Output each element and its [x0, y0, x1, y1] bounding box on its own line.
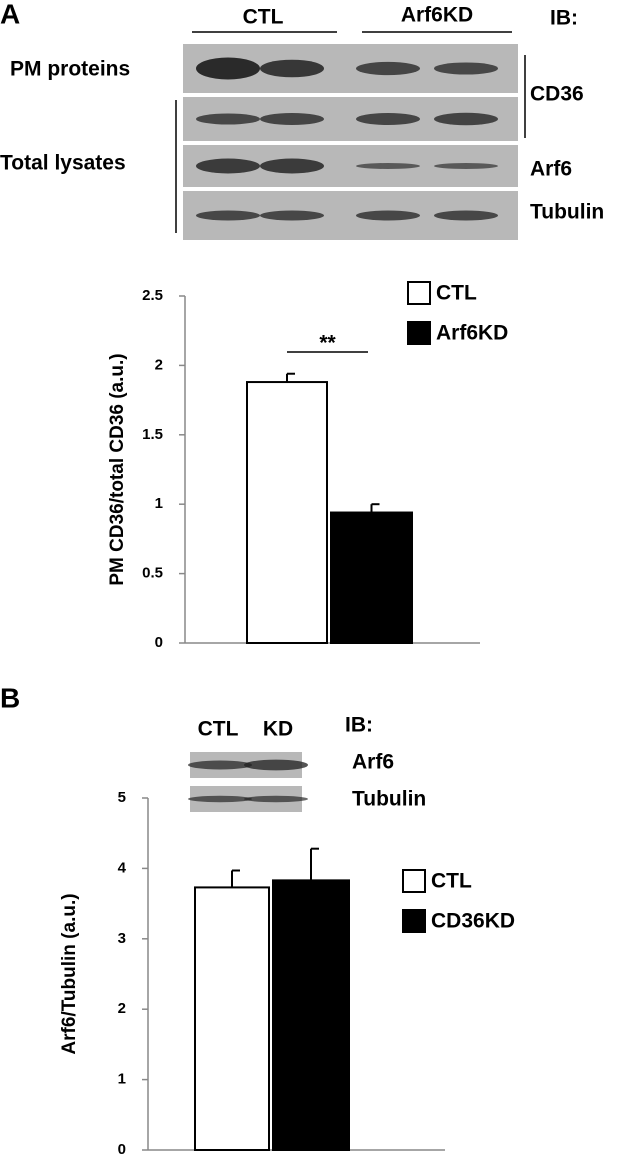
legend-swatch	[402, 909, 426, 933]
legend-label: CTL	[436, 282, 477, 305]
bar	[272, 879, 350, 1151]
blot-band	[244, 795, 308, 803]
blot-band	[356, 210, 420, 221]
blot-band	[434, 210, 498, 221]
row-label: PM proteins	[10, 58, 130, 81]
blot-band	[196, 158, 260, 174]
significance-label: **	[319, 332, 336, 355]
antibody-label: Arf6	[530, 158, 572, 181]
antibody-label: Arf6	[352, 751, 394, 774]
blot-band	[260, 59, 324, 78]
y-axis-label: Arf6/Tubulin (a.u.)	[59, 893, 80, 1054]
blot-band	[244, 759, 308, 771]
y-tick-label: 3	[118, 930, 126, 947]
y-tick-label: 1	[118, 1071, 126, 1088]
blot-band	[434, 163, 498, 169]
ib-label: IB:	[550, 7, 578, 30]
bar	[246, 381, 328, 644]
y-tick-label: 4	[118, 859, 127, 876]
ib-label: IB:	[345, 714, 373, 737]
blot-band	[188, 795, 252, 803]
legend-label: Arf6KD	[436, 322, 508, 345]
blot-band	[196, 210, 260, 221]
group-label: CTL	[243, 6, 284, 29]
blot-band	[434, 62, 498, 75]
panel-label: B	[0, 682, 20, 713]
legend-swatch	[402, 869, 426, 893]
blot-band	[188, 760, 252, 770]
blot-band	[356, 113, 420, 125]
blot-a	[183, 44, 518, 240]
y-tick-label: 5	[118, 789, 126, 806]
y-tick-label: 0.5	[142, 565, 163, 582]
y-tick-label: 1.5	[142, 426, 163, 443]
blot-band	[260, 158, 324, 174]
blot-band	[356, 163, 420, 169]
y-tick-label: 1	[155, 495, 163, 512]
y-axis-label: PM CD36/total CD36 (a.u.)	[107, 353, 128, 585]
blot-band	[260, 210, 324, 221]
antibody-label: Tubulin	[530, 201, 604, 224]
legend-label: CTL	[431, 870, 472, 893]
y-tick-label: 0	[155, 634, 163, 651]
bar	[330, 511, 413, 645]
blot-band	[260, 113, 324, 125]
antibody-label: Tubulin	[352, 788, 426, 811]
blot-b	[188, 752, 308, 812]
row-label: Total lysates	[0, 152, 126, 175]
y-tick-label: 2.5	[142, 287, 163, 304]
bar	[194, 886, 270, 1152]
lane-label: KD	[263, 718, 293, 741]
legend-swatch	[407, 281, 431, 305]
legend-swatch	[407, 321, 431, 345]
panel-label: A	[0, 0, 20, 29]
lane-label: CTL	[198, 718, 239, 741]
y-tick-label: 0	[118, 1141, 126, 1158]
y-tick-label: 2	[155, 356, 163, 373]
y-tick-label: 2	[118, 1000, 126, 1017]
blot-band	[196, 57, 260, 80]
group-label: Arf6KD	[401, 4, 473, 27]
legend-label: CD36KD	[431, 910, 515, 933]
blot-band	[356, 61, 420, 76]
blot-band	[196, 113, 260, 125]
blot-band	[434, 112, 498, 126]
antibody-label: CD36	[530, 83, 584, 106]
